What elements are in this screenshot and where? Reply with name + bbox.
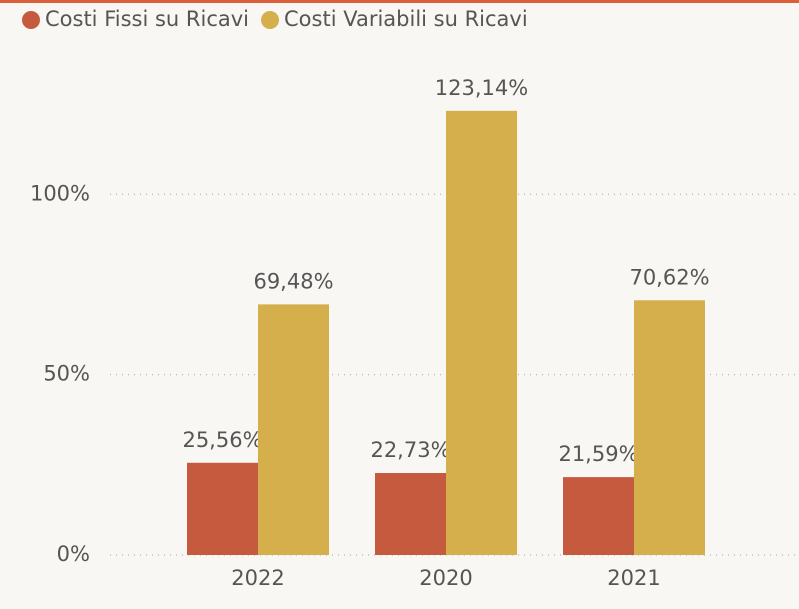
y-tick-label: 0%	[57, 542, 90, 566]
x-tick-label: 2022	[231, 566, 284, 590]
value-label: 70,62%	[629, 265, 709, 289]
value-label: 21,59%	[558, 442, 638, 466]
bar	[446, 110, 517, 555]
value-label: 123,14%	[435, 76, 528, 100]
x-tick-label: 2020	[419, 566, 472, 590]
value-label: 25,56%	[182, 428, 262, 452]
bar	[375, 473, 446, 555]
bar	[563, 477, 634, 555]
x-tick-label: 2021	[607, 566, 660, 590]
legend-label: Costi Fissi su Ricavi	[45, 7, 249, 31]
bar	[258, 304, 329, 555]
y-tick-label: 50%	[43, 362, 90, 386]
legend-marker	[22, 11, 40, 29]
value-label: 22,73%	[370, 438, 450, 462]
legend-label: Costi Variabili su Ricavi	[284, 7, 528, 31]
top-border	[0, 0, 799, 3]
bar	[187, 462, 258, 555]
value-label: 69,48%	[253, 269, 333, 293]
bar	[634, 300, 705, 555]
legend-marker	[261, 11, 280, 29]
y-tick-label: 100%	[30, 181, 90, 205]
